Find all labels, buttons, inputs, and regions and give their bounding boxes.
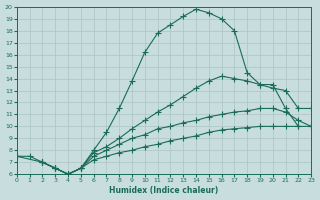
- X-axis label: Humidex (Indice chaleur): Humidex (Indice chaleur): [109, 186, 219, 195]
